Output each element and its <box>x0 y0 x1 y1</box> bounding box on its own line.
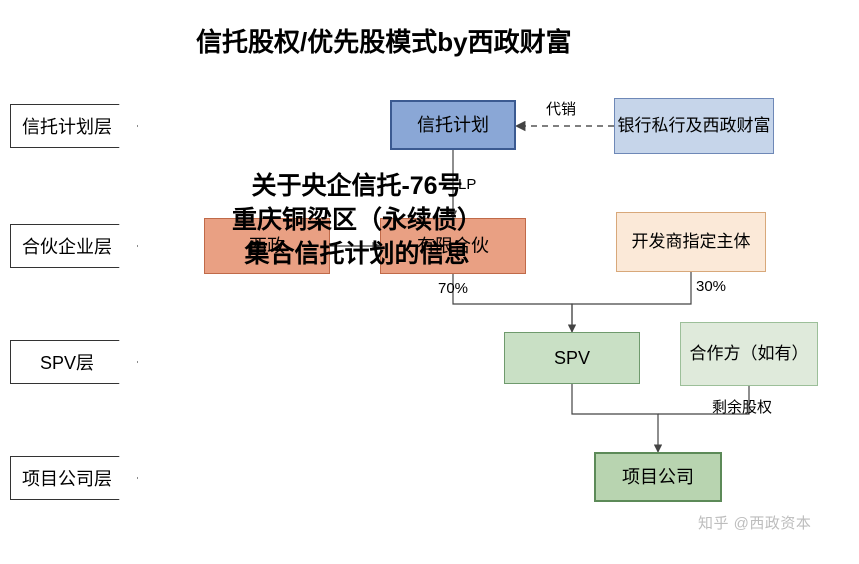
lbl-lp: LP <box>458 176 476 193</box>
node-partner_opt: 合作方（如有） <box>680 322 818 386</box>
lbl-remain: 剩余股权 <box>712 396 772 417</box>
lbl-30: 30% <box>696 278 726 295</box>
node-xizheng: 西政 <box>204 218 330 274</box>
layer-spv: SPV层 <box>10 340 138 384</box>
node-trust_plan: 信托计划 <box>390 100 516 150</box>
layer-trust: 信托计划层 <box>10 104 138 148</box>
edge-ltd_partner-spv <box>453 274 572 332</box>
edge-spv-proj_co <box>572 384 658 452</box>
wm-zhihu: 知乎 @西政资本 <box>698 512 811 533</box>
node-spv: SPV <box>504 332 640 384</box>
layer-partner: 合伙企业层 <box>10 224 138 268</box>
lbl-70: 70% <box>438 280 468 297</box>
node-proj_co: 项目公司 <box>594 452 722 502</box>
node-bank: 银行私行及西政财富 <box>614 98 774 154</box>
lbl-daixiao: 代销 <box>546 98 576 119</box>
layer-proj: 项目公司层 <box>10 456 138 500</box>
overlay-line: 关于央企信托-76号 <box>232 170 482 204</box>
edge-dev_body-spv <box>572 272 691 332</box>
diagram-canvas: 信托股权/优先股模式by西政财富信托计划层合伙企业层 SPV层项目公司层 信托计划 银… <box>0 0 859 564</box>
diagram-title: 信托股权/优先股模式by西政财富 <box>196 22 572 59</box>
node-dev_body: 开发商指定主体 <box>616 212 766 272</box>
node-ltd_partner: 有限合伙 <box>380 218 526 274</box>
